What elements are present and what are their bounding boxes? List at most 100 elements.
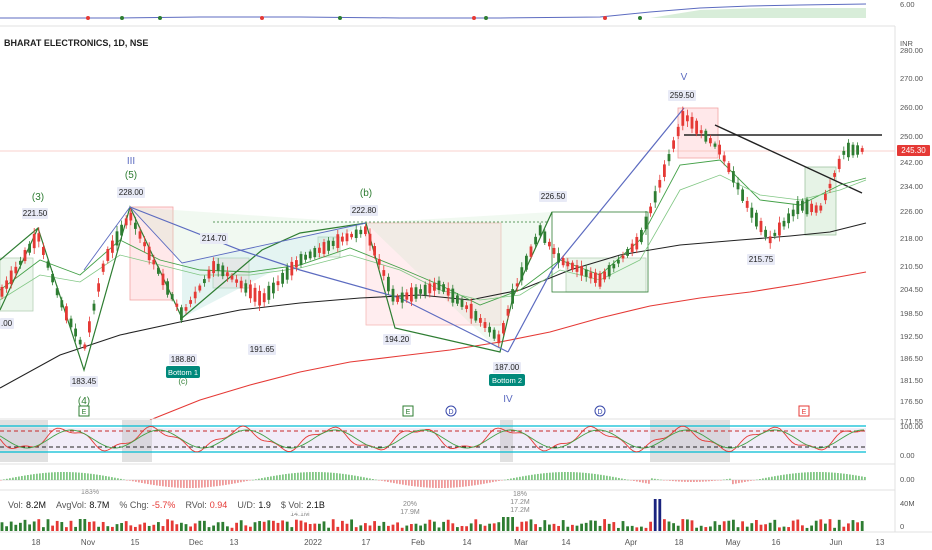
- label-226: 226.50: [541, 192, 566, 201]
- time-tick: Mar: [514, 538, 528, 547]
- price-tick: 192.50: [900, 332, 923, 341]
- stat-dollar-volume: $ Vol: 2.1B: [280, 500, 325, 510]
- price-tick: 171.55: [900, 417, 923, 426]
- price-tick: 250.00: [900, 132, 923, 141]
- volume-panel: [0, 499, 864, 531]
- label-187: 187.00: [495, 363, 520, 372]
- elliott-wave-lines: [0, 107, 685, 373]
- label-228: 228.00: [119, 188, 144, 197]
- price-tick: 234.00: [900, 182, 923, 191]
- time-tick: Jun: [830, 538, 843, 547]
- badge-bottom-2: Bottom 2: [492, 376, 522, 385]
- label-191: 191.65: [250, 345, 275, 354]
- wave-5: (5): [125, 170, 137, 181]
- price-tick: 186.50: [900, 354, 923, 363]
- chart-title: BHARAT ELECTRONICS, 1D, NSE: [4, 38, 149, 48]
- stoch-axis-bottom: 0.00: [900, 451, 915, 460]
- price-tick: 198.50: [900, 309, 923, 318]
- trendline-down: [714, 124, 863, 194]
- time-axis[interactable]: 18 Nov 15 Dec 13 2022 17 Feb 14 Mar 14 Apr 18 May 16 Ju…: [32, 538, 885, 547]
- time-tick: 14: [463, 538, 472, 547]
- price-tick: 270.00: [900, 74, 923, 83]
- time-tick: Dec: [189, 538, 203, 547]
- event-marker-3: D: [448, 409, 453, 416]
- time-tick: 18: [32, 538, 41, 547]
- price-tick: 176.50: [900, 397, 923, 406]
- time-tick: 17: [362, 538, 371, 547]
- time-tick: 15: [131, 538, 140, 547]
- price-tick: 260.00: [900, 103, 923, 112]
- oscillator-panel: [0, 472, 866, 488]
- wave-IV: IV: [503, 394, 513, 405]
- label-214: 214.70: [202, 234, 227, 243]
- osc-axis-zero: 0.00: [900, 475, 915, 484]
- price-axis[interactable]: 280.00 270.00 260.00 250.00 242.00 234.00 226.…: [900, 46, 923, 426]
- label-221: 221.50: [23, 209, 48, 218]
- stoch-axis-top: 100.00: [900, 422, 923, 431]
- time-tick: 18: [675, 538, 684, 547]
- time-tick: Nov: [81, 538, 95, 547]
- event-marker-5: E: [802, 409, 807, 416]
- label-200: .00: [1, 319, 13, 328]
- vol-note-3: 20%: [403, 501, 417, 508]
- label-215: 215.75: [749, 255, 774, 264]
- time-tick: 13: [230, 538, 239, 547]
- stats-bar: Vol: 8.2M AvgVol: 8.7M % Chg: -5.7% RVol: 0.…: [4, 497, 329, 513]
- vol-note-2: 17.2M: [510, 507, 530, 514]
- top-panel-axis-value: 6.00: [900, 0, 915, 9]
- vol-note-5: 17.2M: [510, 499, 530, 506]
- wave-c: (c): [178, 377, 188, 386]
- vol-note-6: 14.1M: [290, 511, 310, 518]
- sub-axes: 100.00 0.00 0.00 40M 0: [900, 422, 923, 531]
- time-tick: 2022: [304, 538, 322, 547]
- last-price-tag: 245.30: [897, 145, 930, 156]
- event-marker-2: E: [406, 409, 411, 416]
- price-tick: 218.00: [900, 234, 923, 243]
- wave-III: III: [127, 156, 135, 167]
- stat-percent-change: % Chg: -5.7%: [119, 500, 176, 510]
- vol-axis-top: 40M: [900, 499, 915, 508]
- time-tick: May: [725, 538, 740, 547]
- event-marker-4: D: [597, 409, 602, 416]
- pattern-zones: [0, 107, 837, 352]
- label-259: 259.50: [670, 91, 695, 100]
- latest-bar: [874, 34, 895, 414]
- currency-label: INR: [900, 39, 914, 48]
- price-tick: 181.50: [900, 376, 923, 385]
- wave-labels: (3) (5) III (b) V (4) IV (c): [32, 72, 688, 407]
- time-tick: Feb: [411, 538, 425, 547]
- price-tick: 204.50: [900, 285, 923, 294]
- stat-relative-volume: RVol: 0.94: [185, 500, 228, 510]
- top-indicator-panel: [0, 0, 895, 22]
- label-194: 194.20: [385, 335, 410, 344]
- wave-V: V: [681, 72, 688, 83]
- vol-note-7: 18%: [513, 491, 527, 498]
- stat-up-down: U/D: 1.9: [237, 500, 271, 510]
- price-tick: 280.00: [900, 46, 923, 55]
- wave-b: (b): [360, 188, 372, 199]
- stat-volume: Vol: 8.2M: [8, 500, 47, 510]
- event-markers[interactable]: E E D D E: [78, 405, 810, 417]
- price-annotations: 221.50 228.00 214.70 222.80 226.50 259.5…: [0, 90, 775, 387]
- badge-bottom-1: Bottom 1: [168, 368, 198, 377]
- label-183: 183.45: [72, 377, 97, 386]
- candlesticks: [0, 106, 864, 351]
- vol-note-4: 17.9M: [400, 509, 420, 516]
- time-tick: 13: [876, 538, 885, 547]
- price-tick: 210.50: [900, 262, 923, 271]
- stat-avg-volume: AvgVol: 8.7M: [56, 500, 110, 510]
- label-222: 222.80: [352, 206, 377, 215]
- time-tick: Apr: [625, 538, 638, 547]
- time-tick: 14: [562, 538, 571, 547]
- wave-4: (4): [78, 396, 90, 407]
- label-188: 188.80: [171, 355, 196, 364]
- vol-axis-bottom: 0: [900, 522, 904, 531]
- volume-notes: 183% 17.2M 20% 17.9M 17.2M 14.1M 18%: [81, 489, 530, 518]
- vol-note-1: 183%: [81, 489, 99, 496]
- price-tick: 226.00: [900, 207, 923, 216]
- time-tick: 16: [772, 538, 781, 547]
- price-tick: 242.00: [900, 158, 923, 167]
- pattern-badges: Bottom 1 Bottom 2: [166, 366, 525, 386]
- event-marker-1: E: [82, 409, 87, 416]
